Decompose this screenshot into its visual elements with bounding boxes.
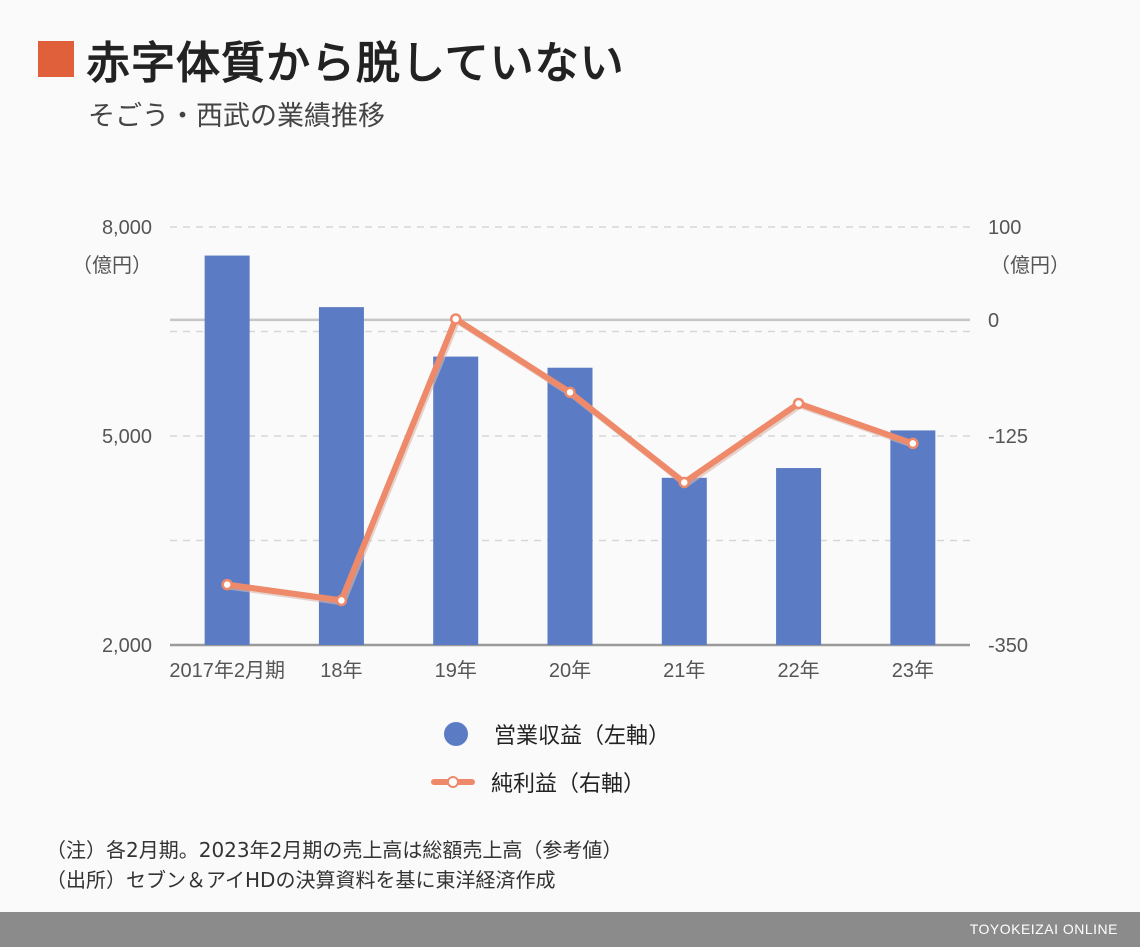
- right-tick-label-3: 100: [988, 217, 1021, 239]
- bar-revenue-6: [890, 430, 936, 645]
- title-marker-square: [38, 41, 74, 77]
- x-tick-label-1: 18年: [320, 659, 362, 682]
- legend-item-revenue: 営業収益（左軸）: [436, 718, 670, 750]
- x-tick-label-6: 23年: [892, 659, 934, 682]
- bar-revenue-5: [776, 468, 822, 645]
- label-layer: 2,000 5,000 8,000 （億円） -350 -125 0 100 （億円） 2017年…: [72, 217, 1070, 682]
- left-tick-label-2: 8,000: [102, 217, 152, 239]
- bar-revenue-2: [433, 356, 479, 645]
- note-line-1: （注）各2月期。2023年2月期の売上高は総額売上高（参考値）: [46, 838, 623, 862]
- point-net-income-2: [449, 313, 462, 325]
- line-layer: [221, 313, 919, 607]
- page-title: 赤字体質から脱していない: [86, 38, 625, 89]
- page-subtitle: そごう・西武の業績推移: [88, 101, 385, 132]
- x-tick-label-5: 22年: [777, 659, 819, 682]
- legend-item-net-income: 純利益（右軸）: [431, 766, 645, 798]
- point-net-income-4: [678, 476, 691, 489]
- right-tick-label-1: -125: [988, 426, 1028, 448]
- footer-brand: TOYOKEIZAI ONLINE: [969, 921, 1118, 937]
- left-tick-label-0: 2,000: [102, 635, 152, 657]
- legend-label-net-income: 純利益（右軸）: [491, 772, 646, 797]
- point-net-income-0: [221, 578, 233, 591]
- right-tick-label-2: 0: [988, 310, 999, 332]
- chart: 2,000 5,000 8,000 （億円） -350 -125 0 100 （億円） 2017年…: [72, 217, 1070, 682]
- bar-revenue-3: [547, 367, 593, 645]
- left-axis-unit: （億円）: [72, 254, 152, 277]
- bar-layer: [204, 255, 936, 645]
- right-axis-unit: （億円）: [990, 254, 1070, 277]
- point-net-income-1: [335, 594, 348, 607]
- x-tick-label-3: 20年: [549, 659, 591, 682]
- legend-label-revenue: 営業収益（左軸）: [494, 724, 671, 749]
- x-tick-label-4: 21年: [663, 659, 705, 682]
- right-tick-label-0: -350: [988, 635, 1028, 657]
- left-tick-label-1: 5,000: [102, 426, 152, 448]
- title-block: 赤字体質から脱していない: [38, 28, 625, 90]
- legend-line-icon: [431, 770, 475, 794]
- bar-revenue-4: [661, 477, 707, 645]
- notes: （注）各2月期。2023年2月期の売上高は総額売上高（参考値） （出所）セブン＆…: [46, 835, 622, 895]
- bar-revenue-1: [318, 307, 364, 645]
- note-line-2: （出所）セブン＆アイHDの決算資料を基に東洋経済作成: [46, 868, 556, 892]
- x-tick-label-2: 19年: [435, 659, 477, 682]
- legend-dot-icon: [444, 722, 468, 746]
- point-net-income-3: [564, 386, 576, 399]
- point-net-income-6: [907, 437, 919, 450]
- footer-bar: TOYOKEIZAI ONLINE: [0, 912, 1140, 947]
- point-net-income-5: [792, 397, 805, 410]
- x-tick-label-0: 2017年2月期: [169, 659, 285, 682]
